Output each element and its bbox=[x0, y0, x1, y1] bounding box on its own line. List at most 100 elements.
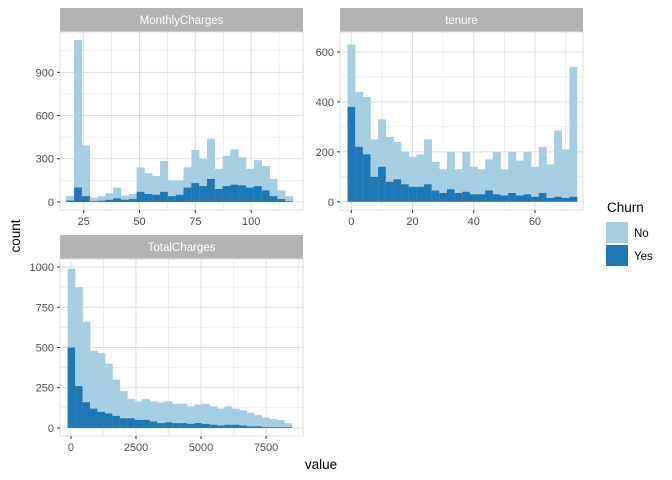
facet-monthlycharges: MonthlyCharges 25 50 75 100 0 300 600 900 bbox=[36, 8, 304, 228]
bar-yes bbox=[492, 194, 501, 202]
bar-no bbox=[202, 403, 210, 428]
bar-no bbox=[554, 130, 563, 202]
bar-yes bbox=[401, 184, 410, 202]
bar-yes bbox=[446, 189, 455, 202]
bar-yes bbox=[416, 186, 425, 202]
bar-yes bbox=[120, 199, 130, 202]
bar-yes bbox=[74, 187, 83, 202]
bar-no bbox=[515, 160, 524, 202]
bar-no bbox=[477, 169, 486, 202]
bar-yes bbox=[508, 193, 517, 202]
bar-yes bbox=[105, 199, 114, 202]
bar-yes bbox=[546, 198, 555, 202]
bar-yes bbox=[97, 411, 106, 428]
bar-yes bbox=[144, 194, 153, 202]
bar-no bbox=[152, 176, 161, 202]
bar-yes bbox=[167, 196, 176, 202]
bar-no bbox=[538, 146, 547, 202]
bar-yes bbox=[485, 190, 494, 202]
bar-yes bbox=[152, 194, 161, 202]
bar-yes bbox=[408, 186, 417, 202]
bar-no bbox=[175, 180, 184, 202]
bar-yes bbox=[531, 196, 540, 202]
bar-yes bbox=[454, 193, 463, 202]
bar-no bbox=[269, 419, 277, 428]
bar-yes bbox=[261, 190, 270, 202]
bar-no bbox=[485, 159, 494, 202]
x-tick-label: 40 bbox=[468, 216, 480, 228]
bar-yes bbox=[134, 419, 143, 428]
bar-no bbox=[112, 379, 121, 428]
histogram-bars bbox=[67, 268, 292, 428]
bar-yes bbox=[216, 425, 225, 428]
bar-yes bbox=[385, 181, 394, 202]
facet-strip-label: tenure bbox=[445, 15, 478, 27]
bar-yes bbox=[515, 195, 524, 202]
bar-no bbox=[284, 423, 292, 428]
bar-no bbox=[179, 403, 188, 428]
bar-no bbox=[246, 168, 255, 202]
facet-strip-label: MonthlyCharges bbox=[140, 15, 224, 27]
bar-no bbox=[546, 164, 555, 202]
legend-label-yes: Yes bbox=[634, 251, 653, 263]
bar-yes bbox=[538, 193, 547, 202]
facet-strip bbox=[340, 8, 583, 32]
bar-no bbox=[469, 166, 478, 202]
bar-no bbox=[160, 160, 169, 202]
bar-yes bbox=[554, 196, 563, 202]
x-tick-label: 7500 bbox=[254, 442, 278, 454]
bar-yes bbox=[561, 198, 570, 202]
bar-yes bbox=[424, 184, 432, 202]
bar-yes bbox=[254, 426, 263, 428]
bar-yes bbox=[393, 179, 402, 202]
bar-yes bbox=[183, 187, 192, 202]
bar-yes bbox=[179, 423, 188, 428]
bar-no bbox=[224, 406, 233, 428]
bar-no bbox=[104, 363, 113, 428]
bar-yes bbox=[82, 402, 91, 428]
bar-yes bbox=[246, 426, 255, 428]
bar-no bbox=[183, 167, 192, 202]
bar-no bbox=[134, 401, 143, 428]
bar-yes bbox=[238, 185, 247, 202]
bar-yes bbox=[347, 106, 356, 202]
bar-no bbox=[89, 197, 98, 202]
facet-strip bbox=[60, 235, 303, 259]
bar-yes bbox=[362, 154, 371, 202]
bar-no bbox=[206, 138, 216, 202]
x-axis-title: value bbox=[305, 457, 337, 472]
y-tick-label: 600 bbox=[36, 111, 54, 123]
bar-yes bbox=[569, 196, 578, 202]
bar-no bbox=[113, 187, 122, 202]
bar-no bbox=[276, 419, 285, 428]
bar-no bbox=[105, 193, 114, 202]
bar-no bbox=[216, 408, 225, 428]
panel-border bbox=[59, 31, 304, 211]
bar-yes bbox=[164, 422, 173, 428]
y-tick-label: 1000 bbox=[30, 262, 54, 274]
bar-yes bbox=[172, 423, 180, 428]
bar-yes bbox=[477, 194, 486, 202]
bar-no bbox=[561, 149, 570, 202]
bar-no bbox=[277, 190, 286, 202]
bar-yes bbox=[500, 195, 509, 202]
bar-no bbox=[261, 165, 270, 202]
legend-key-no bbox=[606, 222, 628, 243]
bar-no bbox=[393, 141, 402, 202]
panel-border bbox=[339, 31, 584, 211]
bar-yes bbox=[284, 427, 292, 428]
bar-yes bbox=[239, 425, 248, 428]
bar-yes bbox=[469, 194, 478, 202]
bar-no bbox=[172, 403, 180, 428]
bar-yes bbox=[523, 194, 532, 202]
x-tick-label: 50 bbox=[133, 216, 145, 228]
bar-no bbox=[269, 178, 278, 202]
x-tick-label: 0 bbox=[68, 442, 74, 454]
bar-yes bbox=[209, 424, 218, 428]
bar-no bbox=[238, 157, 247, 202]
y-tick-label: 200 bbox=[316, 147, 334, 159]
bar-yes bbox=[81, 196, 91, 202]
bar-yes bbox=[355, 146, 364, 202]
bar-no bbox=[254, 415, 263, 428]
y-tick-label: 500 bbox=[36, 343, 54, 355]
